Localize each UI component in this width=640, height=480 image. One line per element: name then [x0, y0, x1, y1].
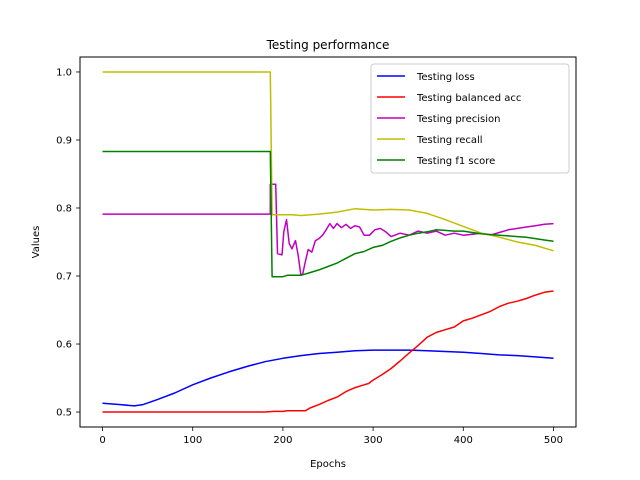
legend-box	[370, 63, 570, 174]
series-line-4	[102, 150, 554, 278]
plot-area-frame	[79, 56, 577, 428]
legend: Testing loss Testing balanced acc Testing …	[370, 63, 570, 174]
series-line-3	[102, 71, 554, 252]
x-tick-label: 300	[364, 435, 383, 446]
legend-label-3: Testing recall	[416, 135, 483, 146]
x-tick-label: 100	[183, 435, 202, 446]
series-line-1	[102, 290, 554, 413]
y-tick-label: 0.6	[56, 340, 72, 351]
x-tick-label: 500	[544, 435, 563, 446]
legend-label-4: Testing f1 score	[416, 156, 495, 167]
chart-title: Testing performance	[266, 38, 390, 52]
series-layer	[102, 71, 554, 413]
y-tick-label: 0.9	[56, 135, 72, 146]
x-axis: 0 100 200 300 400 500	[99, 427, 563, 446]
x-tick-label: 200	[273, 435, 292, 446]
x-tick-label: 0	[99, 435, 105, 446]
y-axis: 0.5 0.6 0.7 0.8 0.9 1.0	[56, 67, 80, 419]
y-tick-label: 0.7	[56, 272, 72, 283]
series-line-2	[102, 183, 554, 277]
y-axis-label: Values	[31, 226, 42, 259]
y-tick-label: 0.5	[56, 408, 72, 419]
y-tick-label: 1.0	[56, 67, 72, 78]
legend-label-2: Testing precision	[416, 114, 500, 125]
y-tick-label: 0.8	[56, 203, 72, 214]
legend-label-1: Testing balanced acc	[416, 93, 521, 104]
legend-label-0: Testing loss	[416, 72, 475, 83]
x-tick-label: 400	[454, 435, 473, 446]
x-axis-label: Epochs	[310, 459, 346, 470]
series-line-0	[102, 349, 554, 407]
